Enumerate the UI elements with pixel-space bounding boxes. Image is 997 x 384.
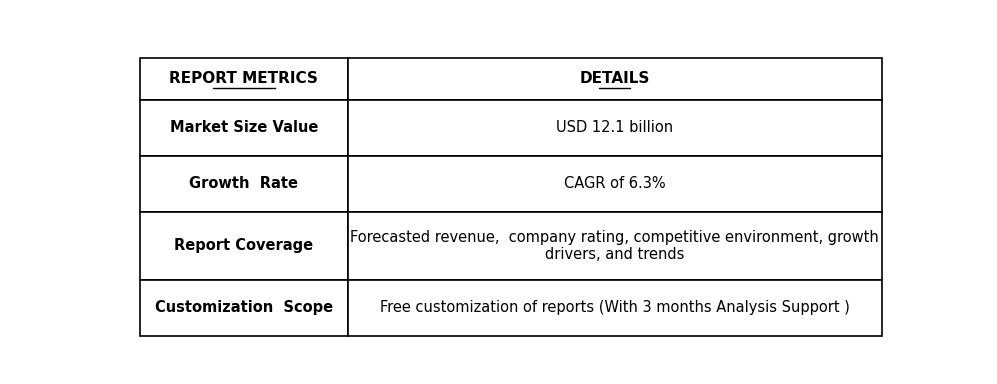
Text: Market Size Value: Market Size Value — [169, 120, 318, 135]
Bar — [140, 156, 348, 212]
Bar — [140, 100, 348, 156]
Text: DETAILS: DETAILS — [579, 71, 650, 86]
Bar — [348, 58, 881, 100]
Bar — [348, 212, 881, 280]
Text: REPORT METRICS: REPORT METRICS — [169, 71, 318, 86]
Bar — [140, 212, 348, 280]
Text: Forecasted revenue,  company rating, competitive environment, growth
drivers, an: Forecasted revenue, company rating, comp… — [350, 230, 879, 262]
Bar — [348, 100, 881, 156]
Text: Customization  Scope: Customization Scope — [155, 300, 333, 315]
Text: Growth  Rate: Growth Rate — [189, 176, 298, 191]
Bar — [140, 280, 348, 336]
Text: Report Coverage: Report Coverage — [174, 238, 313, 253]
Bar — [140, 58, 348, 100]
Text: Free customization of reports (With 3 months Analysis Support ): Free customization of reports (With 3 mo… — [380, 300, 849, 315]
Bar — [348, 280, 881, 336]
Bar — [348, 156, 881, 212]
Text: CAGR of 6.3%: CAGR of 6.3% — [564, 176, 666, 191]
Text: USD 12.1 billion: USD 12.1 billion — [556, 120, 673, 135]
